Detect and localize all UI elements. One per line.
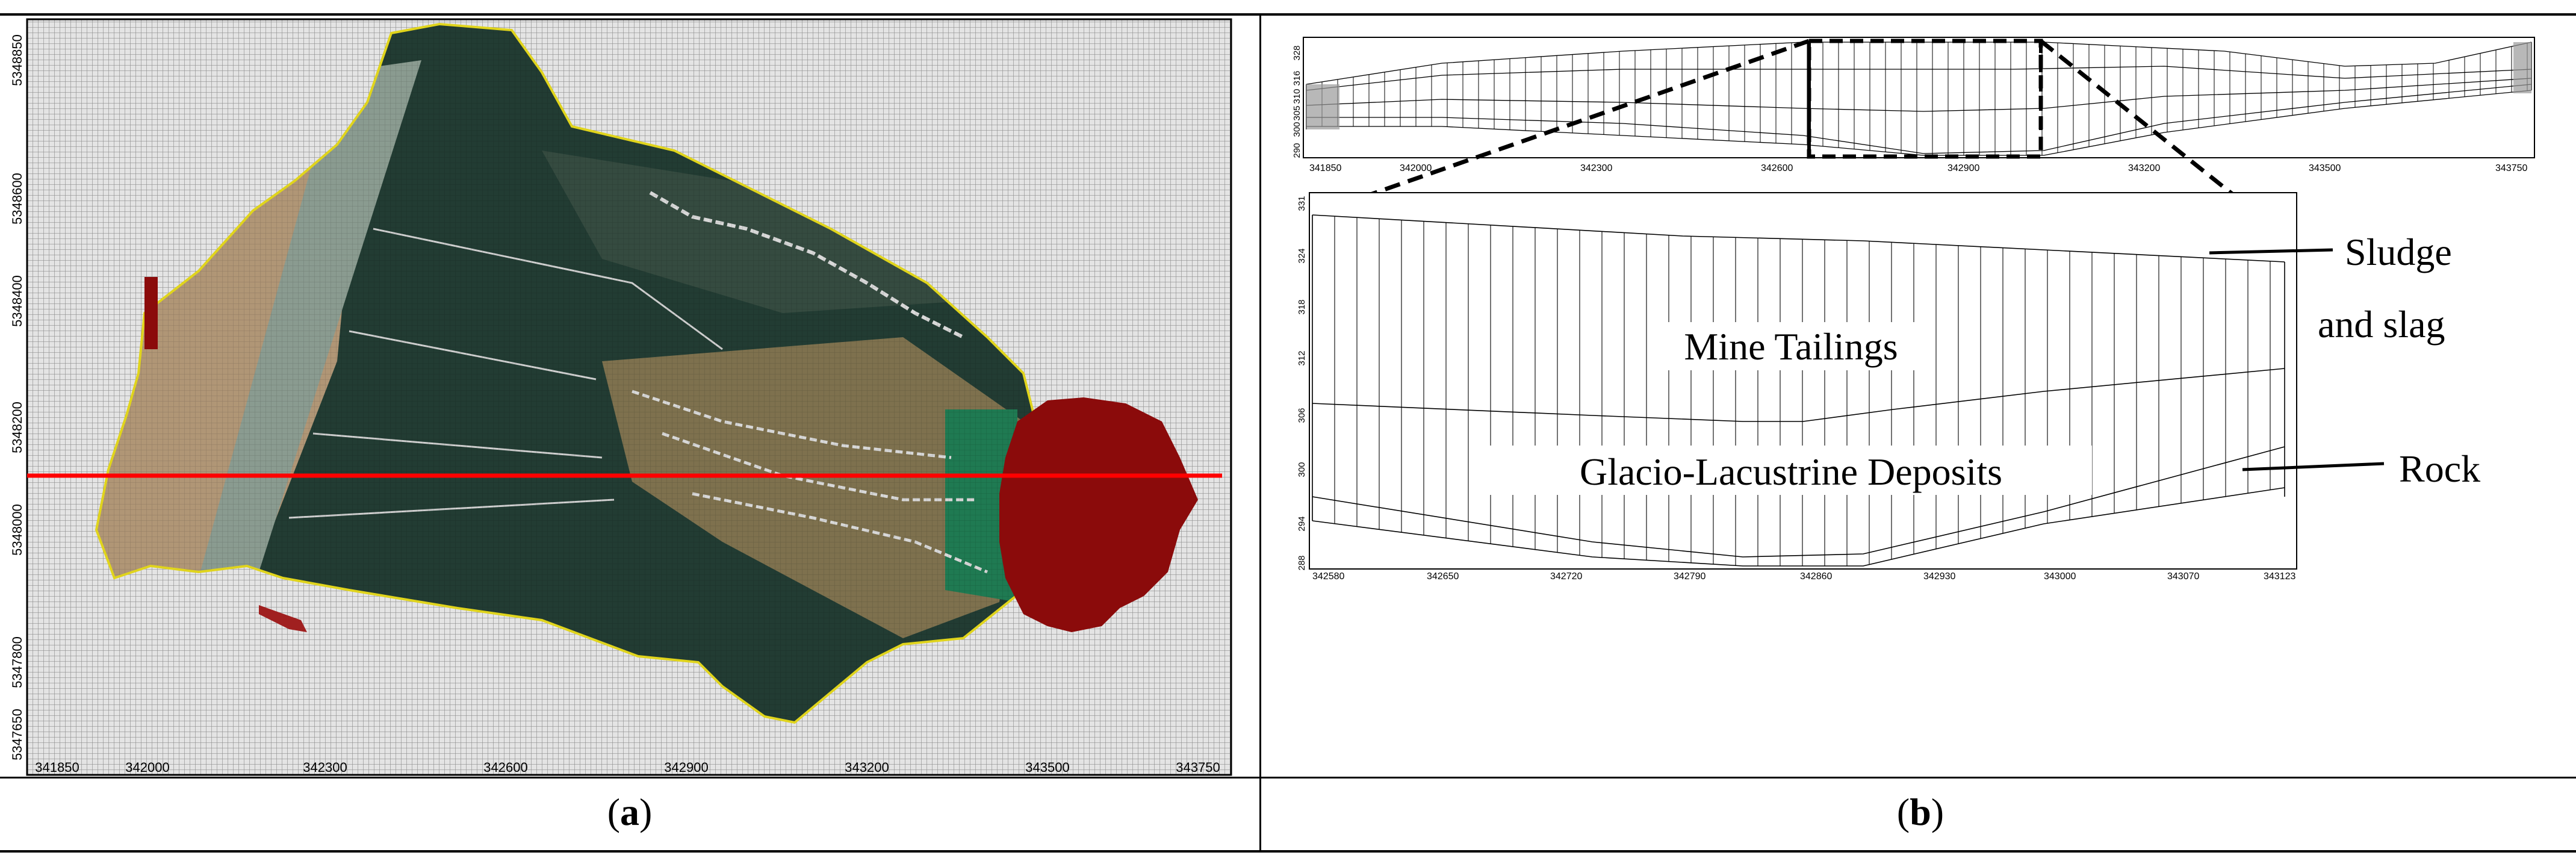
- section-detail: 342580 342650 342720 342790 342860 34293…: [1297, 192, 2480, 582]
- sludge-label-line2: and slag: [2318, 303, 2445, 346]
- map-x-tick: 342900: [664, 760, 708, 775]
- sludge-label-line1: Sludge: [2345, 231, 2452, 273]
- overview-y-tick: 300: [1292, 122, 1302, 137]
- detail-x-ticks: 342580 342650 342720 342790 342860 34293…: [1312, 571, 2295, 582]
- map-x-tick: 342000: [125, 760, 169, 775]
- panel-a-letter: a: [620, 791, 639, 833]
- detail-y-tick: 331: [1297, 196, 1307, 211]
- overview-y-tick: 305: [1292, 105, 1302, 120]
- overview-x-tick: 342600: [1761, 163, 1793, 173]
- top-border: [0, 13, 2576, 16]
- overview-x-tick: 342900: [1948, 163, 1979, 173]
- overview-y-tick: 290: [1292, 143, 1302, 158]
- overview-y-tick: 310: [1292, 89, 1302, 104]
- detail-y-tick: 312: [1297, 350, 1307, 365]
- section-panel: 341850 342000 342300 342600 342900 34320…: [1292, 37, 2535, 582]
- map-x-tick: 343200: [845, 760, 889, 775]
- sludge-area: [999, 397, 1198, 632]
- detail-y-tick: 324: [1297, 248, 1307, 263]
- detail-y-tick: 294: [1297, 516, 1307, 531]
- map-x-tick: 342600: [483, 760, 527, 775]
- map-y-tick: 5347800: [10, 636, 25, 688]
- map-y-ticks: 5348850 5348600 5348400 5348200 5348000 …: [10, 34, 25, 760]
- rock-label: Rock: [2399, 447, 2480, 490]
- detail-y-ticks: 331 324 318 312 306 300 294 288: [1297, 196, 1307, 570]
- detail-x-tick: 343000: [2044, 571, 2076, 582]
- overview-left-dense: [1306, 84, 1339, 129]
- overview-y-ticks: 328 316 310 305 300 290: [1292, 45, 1302, 158]
- panel-b-letter: b: [1910, 791, 1931, 833]
- panel-a-close: ): [639, 791, 653, 833]
- detail-x-tick: 342580: [1312, 571, 1344, 582]
- map-x-tick: 343750: [1176, 760, 1220, 775]
- detail-y-tick: 318: [1297, 299, 1307, 314]
- detail-x-tick: 342860: [1800, 571, 1832, 582]
- overview-x-tick: 343200: [2128, 163, 2160, 173]
- zoom-connector-right: [2039, 39, 2285, 237]
- map-y-tick: 5347650: [10, 709, 25, 760]
- overview-x-tick: 343750: [2495, 163, 2527, 173]
- detail-x-tick: 342930: [1923, 571, 1955, 582]
- overview-x-tick: 342000: [1400, 163, 1432, 173]
- glacio-lacustrine-label: Glacio-Lacustrine Deposits: [1580, 450, 2002, 493]
- sludge-bottom-strip: [259, 605, 307, 632]
- detail-x-tick: 343123: [2264, 571, 2295, 582]
- bottom-border: [0, 850, 2576, 853]
- zoom-connector-left: [1314, 39, 1810, 216]
- overview-x-tick: 342300: [1580, 163, 1612, 173]
- overview-right-dense: [2513, 42, 2531, 93]
- overview-y-tick: 316: [1292, 70, 1302, 85]
- panel-b-close: ): [1931, 791, 1944, 833]
- panel-a-open: (: [607, 791, 620, 833]
- overview-y-tick: 328: [1292, 45, 1302, 60]
- panel-divider: [1259, 13, 1261, 853]
- sludge-left-strip: [144, 277, 158, 349]
- map-y-tick: 5348200: [10, 402, 25, 453]
- overview-x-tick: 343500: [2309, 163, 2341, 173]
- section-overview: 341850 342000 342300 342600 342900 34320…: [1292, 37, 2535, 173]
- map-x-tick: 341850: [35, 760, 79, 775]
- caption-divider: [0, 777, 2576, 778]
- mine-tailings-label: Mine Tailings: [1684, 325, 1898, 368]
- map-y-tick: 5348850: [10, 34, 25, 86]
- map-x-tick: 342300: [303, 760, 347, 775]
- map-y-tick: 5348000: [10, 504, 25, 556]
- panel-b-label: (b): [1619, 790, 2221, 834]
- map-y-tick: 5348600: [10, 173, 25, 225]
- sludge-callout-line: [2209, 248, 2333, 255]
- overview-x-tick: 341850: [1309, 163, 1341, 173]
- detail-x-tick: 342790: [1674, 571, 1705, 582]
- rock-callout-line: [2242, 462, 2385, 471]
- map-x-ticks: 341850 342000 342300 342600 342900 34320…: [35, 760, 1220, 775]
- panel-a-label: (a): [329, 790, 931, 834]
- detail-x-tick: 343070: [2167, 571, 2199, 582]
- overview-verticals: [1306, 42, 2528, 155]
- detail-x-tick: 342650: [1427, 571, 1459, 582]
- detail-y-tick: 306: [1297, 408, 1307, 423]
- map-panel: 341850 342000 342300 342600 342900 34320…: [10, 18, 1232, 776]
- detail-y-tick: 288: [1297, 555, 1307, 570]
- detail-x-tick: 342720: [1550, 571, 1582, 582]
- overview-x-ticks: 341850 342000 342300 342600 342900 34320…: [1309, 163, 2527, 173]
- site-boundary: [95, 22, 1061, 724]
- map-x-tick: 343500: [1025, 760, 1069, 775]
- panel-b-open: (: [1896, 791, 1910, 833]
- detail-y-tick: 300: [1297, 462, 1307, 477]
- map-y-tick: 5348400: [10, 275, 25, 327]
